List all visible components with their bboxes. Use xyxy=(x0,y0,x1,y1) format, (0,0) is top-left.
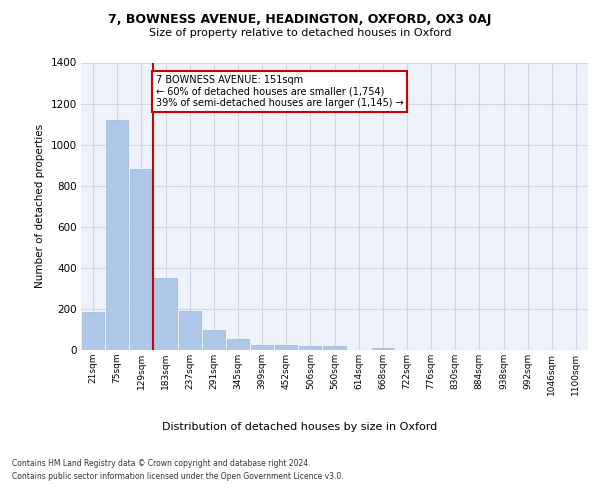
Text: Contains public sector information licensed under the Open Government Licence v3: Contains public sector information licen… xyxy=(12,472,344,481)
Text: Contains HM Land Registry data © Crown copyright and database right 2024.: Contains HM Land Registry data © Crown c… xyxy=(12,458,311,468)
Bar xyxy=(251,345,273,350)
Bar xyxy=(179,311,201,350)
Text: 7 BOWNESS AVENUE: 151sqm
← 60% of detached houses are smaller (1,754)
39% of sem: 7 BOWNESS AVENUE: 151sqm ← 60% of detach… xyxy=(156,75,404,108)
Text: 7, BOWNESS AVENUE, HEADINGTON, OXFORD, OX3 0AJ: 7, BOWNESS AVENUE, HEADINGTON, OXFORD, O… xyxy=(109,12,491,26)
Bar xyxy=(154,278,176,350)
Bar xyxy=(275,345,298,350)
Text: Size of property relative to detached houses in Oxford: Size of property relative to detached ho… xyxy=(149,28,451,38)
Bar xyxy=(227,338,249,350)
Bar xyxy=(299,346,322,350)
Text: Distribution of detached houses by size in Oxford: Distribution of detached houses by size … xyxy=(163,422,437,432)
Bar xyxy=(203,330,225,350)
Y-axis label: Number of detached properties: Number of detached properties xyxy=(35,124,45,288)
Bar xyxy=(371,348,394,350)
Bar xyxy=(106,120,128,350)
Bar xyxy=(82,312,104,350)
Bar xyxy=(323,346,346,350)
Bar xyxy=(130,170,152,350)
